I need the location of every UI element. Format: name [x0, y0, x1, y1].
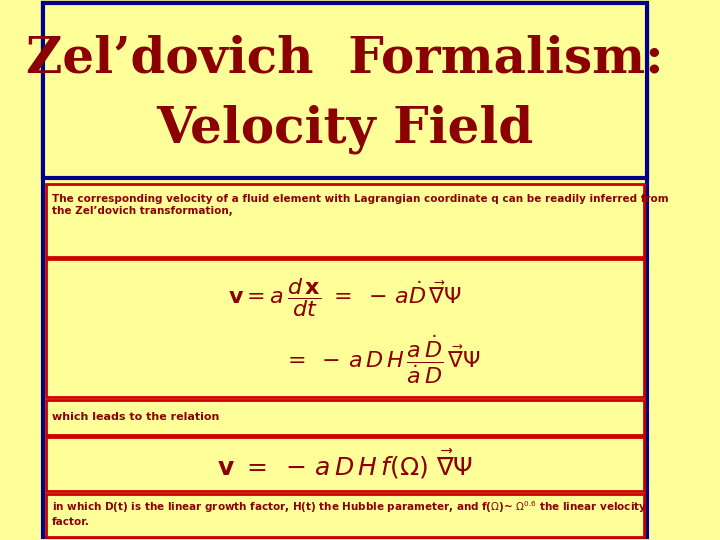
FancyBboxPatch shape	[43, 3, 647, 537]
FancyBboxPatch shape	[46, 184, 644, 256]
Text: $\mathbf{v} = a\,\dfrac{d\,\mathbf{x}}{dt}\ =\ -\,a\dot{D}\,\vec{\nabla}\Psi$: $\mathbf{v} = a\,\dfrac{d\,\mathbf{x}}{d…	[228, 276, 462, 319]
Text: Zel’dovich  Formalism:: Zel’dovich Formalism:	[26, 35, 664, 84]
Text: $=\ -\,a\,D\,H\,\dfrac{a\,\dot{D}}{\dot{a}\,D}\,\vec{\nabla}\Psi$: $=\ -\,a\,D\,H\,\dfrac{a\,\dot{D}}{\dot{…	[283, 333, 480, 386]
FancyBboxPatch shape	[46, 400, 644, 435]
Text: Velocity Field: Velocity Field	[156, 105, 534, 154]
FancyBboxPatch shape	[46, 494, 644, 537]
Text: $\mathbf{v}\ =\ -\,a\,D\,H\,f(\Omega)\ \vec{\nabla}\Psi$: $\mathbf{v}\ =\ -\,a\,D\,H\,f(\Omega)\ \…	[217, 448, 473, 481]
Text: which leads to the relation: which leads to the relation	[52, 412, 220, 422]
Text: The corresponding velocity of a fluid element with Lagrangian coordinate q can b: The corresponding velocity of a fluid el…	[52, 194, 669, 216]
FancyBboxPatch shape	[46, 437, 644, 491]
FancyBboxPatch shape	[46, 259, 644, 397]
FancyBboxPatch shape	[43, 3, 647, 178]
Text: in which D(t) is the linear growth factor, H(t) the Hubble parameter, and f($\Om: in which D(t) is the linear growth facto…	[52, 500, 647, 527]
